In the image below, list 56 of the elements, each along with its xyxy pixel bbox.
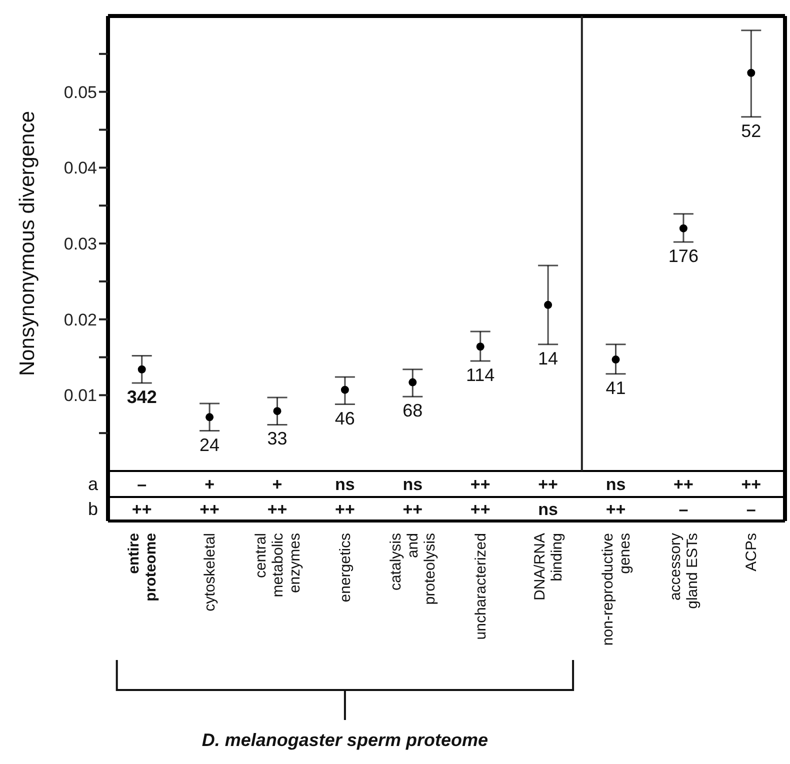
y-tick-label: 0.05 [64, 82, 97, 102]
text: – [137, 475, 147, 494]
annotation: 14 [538, 348, 558, 368]
x-tick-label: uncharacterized [472, 533, 490, 640]
point [340, 386, 349, 394]
x-tick-label: cytoskeletal [202, 533, 219, 612]
annotation: 41 [606, 378, 626, 398]
x-tick-label: non-reproductive genes [599, 533, 634, 646]
text: – [746, 500, 756, 519]
point [273, 407, 282, 416]
text: ++ [402, 500, 423, 519]
x-tick-label: ACPs [743, 533, 760, 572]
text: + [204, 475, 215, 494]
y-tick-label: 0.04 [64, 158, 97, 178]
annotation: 68 [402, 400, 423, 421]
point [544, 300, 552, 309]
text: ++ [470, 500, 490, 519]
point [747, 68, 756, 77]
point [138, 365, 146, 374]
x-tick-label: DNA/RNA binding [532, 533, 566, 601]
x-tick-label: energetics [336, 533, 354, 602]
text: ++ [267, 500, 288, 519]
text: ++ [335, 500, 355, 519]
text: D. melanogaster sperm proteome [202, 730, 488, 750]
point [206, 413, 214, 422]
annotation: 114 [466, 365, 495, 386]
point [679, 224, 688, 232]
text: ns [402, 475, 423, 494]
text: ns [335, 475, 355, 494]
text: ++ [606, 500, 626, 519]
y-axis-title: Nonsynonymous divergence [16, 111, 39, 376]
y-tick-label: 0.01 [64, 386, 97, 406]
y-tick-label: 0.03 [64, 234, 97, 254]
text: ++ [741, 475, 762, 494]
text: ++ [132, 500, 152, 519]
text: ns [538, 500, 558, 519]
text: ++ [200, 500, 220, 519]
y-tick-label: 0.02 [64, 310, 97, 330]
text: ++ [674, 475, 694, 494]
point [408, 378, 417, 386]
point [476, 342, 484, 351]
annotation: 52 [741, 120, 762, 141]
text: – [678, 500, 688, 519]
x-tick-label: entire proteome [125, 533, 160, 602]
text: a [88, 474, 99, 494]
annotation: 176 [668, 246, 698, 266]
annotation: 24 [200, 434, 220, 455]
text: ++ [538, 475, 558, 494]
point [612, 356, 620, 364]
text: b [88, 499, 98, 519]
text: + [272, 475, 282, 494]
text: ++ [470, 475, 490, 494]
annotation: 342 [126, 387, 157, 408]
text: ns [606, 475, 626, 494]
annotation: 33 [267, 428, 288, 449]
annotation: 46 [334, 408, 355, 428]
